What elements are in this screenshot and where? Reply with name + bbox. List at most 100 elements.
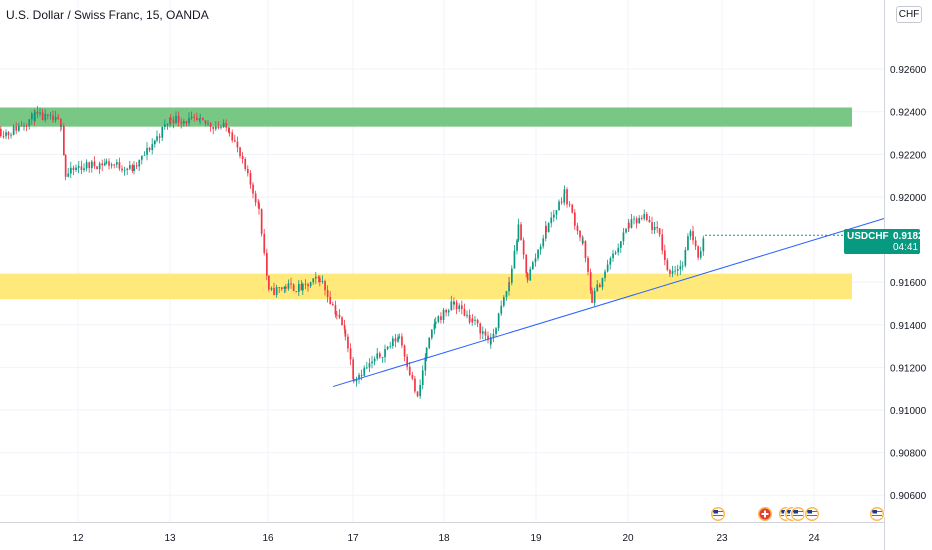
candle-up [183,119,185,127]
candle-down [36,106,39,119]
candle-up [381,356,384,363]
candle-up [39,107,41,117]
candle-up [397,334,399,343]
candle-up [537,248,539,261]
candle-up [207,120,209,127]
us-flag-icon [804,506,820,522]
candle-up [54,110,57,123]
candle-down [266,248,268,281]
candle-down [177,111,180,127]
candle-down [20,121,23,127]
candle-down [290,277,292,289]
candle-up [105,158,108,165]
candle-down [108,158,110,170]
candle-down [57,113,60,121]
candle-up [458,303,461,313]
candle-up [198,118,201,122]
candle-up [643,209,646,221]
candle-up [215,121,217,132]
candle-down [658,227,661,238]
candle-up [679,260,682,276]
candle-down [584,240,587,263]
candle-down [476,318,479,328]
candle-up [283,286,286,294]
candle-up [154,139,156,148]
candle-down [508,277,511,287]
candle-down [249,170,252,189]
candle-down [96,166,98,170]
candle-down [568,201,571,208]
candle-up [143,151,146,156]
candle-down [522,237,525,260]
candle-down [628,220,630,232]
candle-up [302,282,304,296]
last-price-tag: USDCHF 0.91820 04:41 [844,229,929,254]
candle-down [236,136,239,153]
candle-up [505,290,508,301]
candle-down [352,356,354,381]
candle-down [326,285,329,303]
candle-down [212,126,215,135]
candle-down [579,229,581,242]
candle-down [334,300,337,318]
us-flag-icon [790,506,806,522]
candle-up [617,243,620,256]
candle-down [170,113,172,125]
y-tick-label: 0.90600 [890,491,927,502]
candle-up [28,118,31,130]
candle-down [526,272,529,283]
candle-up [497,312,500,332]
candle-up [298,279,300,297]
candle-down [520,222,522,241]
candle-up [529,266,532,281]
currency-button[interactable]: CHF [896,6,922,23]
candle-up [553,209,555,222]
candle-down [72,165,75,176]
candle-up [116,159,118,168]
economic-events[interactable] [710,506,885,522]
candle-up [83,163,85,173]
candle-down [445,308,447,317]
candle-up [442,307,445,324]
candle-up [424,353,427,376]
candle-up [376,347,379,361]
candle-down [463,303,466,317]
candle-down [101,159,104,172]
candle-down [408,361,411,377]
candle-down [148,146,151,153]
candle-up [431,329,433,340]
candle-up [34,109,36,122]
candle-up [606,259,609,273]
candle-up [482,326,484,340]
candle-up [156,130,158,143]
x-tick-label: 16 [262,533,274,544]
symbol-label: USDCHF [847,231,889,242]
candle-down [406,353,408,371]
candle-down [347,333,349,353]
chart-grid [0,0,884,522]
candle-up [534,253,537,267]
candle-down [263,228,266,256]
trendlines[interactable] [332,217,886,388]
candle-down [635,216,638,229]
candle-up [490,333,492,349]
candle-down [113,163,116,169]
candle-up [44,109,47,123]
candle-up [681,261,684,271]
candle-down [25,123,28,132]
candle-up [368,358,371,373]
candle-up [674,265,676,275]
candle-down [641,215,643,221]
candle-up [18,122,20,133]
candle-up [12,124,15,136]
candle-up [511,265,513,286]
candle-down [484,328,487,340]
candle-down [228,126,230,134]
candle-up [309,281,312,288]
candle-down [566,187,568,208]
candle-down [574,209,576,231]
support-zone [0,273,852,300]
candle-up [373,356,376,366]
